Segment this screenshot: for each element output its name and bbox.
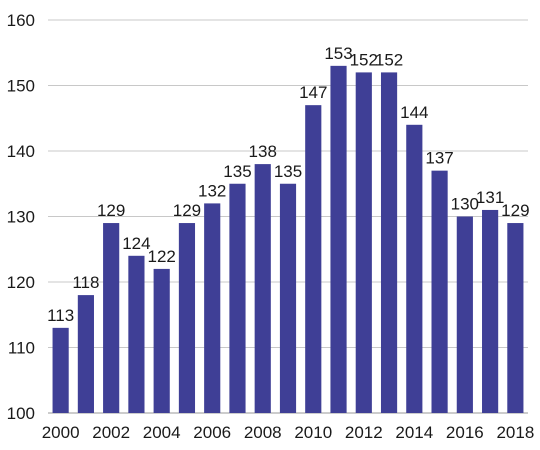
data-label-2011: 153 [324, 44, 352, 63]
bar-2014 [406, 124, 423, 414]
data-label-2007: 135 [223, 162, 251, 181]
y-tick-label-130: 130 [7, 208, 35, 227]
data-label-2010: 147 [299, 83, 327, 102]
data-label-2016: 130 [451, 195, 479, 214]
bar-2007 [229, 183, 246, 413]
y-tick-label-150: 150 [7, 77, 35, 96]
bar-2016 [456, 216, 473, 413]
data-labels: 1131181291241221291321351381351471531521… [47, 44, 529, 325]
bar-2010 [305, 105, 322, 414]
data-label-2003: 124 [122, 234, 150, 253]
data-label-2005: 129 [173, 201, 201, 220]
bar-2000 [52, 327, 69, 413]
data-label-2006: 132 [198, 181, 226, 200]
data-label-2013: 152 [375, 50, 403, 69]
bar-2005 [178, 223, 196, 413]
data-label-2014: 144 [400, 103, 428, 122]
x-tick-label-2010: 2010 [294, 423, 332, 442]
bar-2009 [279, 183, 297, 413]
x-tick-label-2004: 2004 [143, 423, 181, 442]
x-tick-label-2014: 2014 [395, 423, 433, 442]
bar-2003 [128, 255, 145, 413]
data-label-2012: 152 [350, 50, 378, 69]
bar-2001 [77, 295, 94, 413]
x-tick-label-2008: 2008 [244, 423, 282, 442]
bar-2008 [254, 164, 271, 413]
x-tick-label-2012: 2012 [345, 423, 383, 442]
bars [52, 65, 524, 414]
x-tick-label-2002: 2002 [92, 423, 130, 442]
data-label-2017: 131 [476, 188, 504, 207]
data-label-2008: 138 [249, 142, 277, 161]
x-tick-label-2016: 2016 [446, 423, 484, 442]
bar-2017 [482, 209, 499, 413]
data-label-2015: 137 [425, 149, 453, 168]
data-label-2004: 122 [147, 247, 175, 266]
y-tick-label-120: 120 [7, 273, 35, 292]
bar-2006 [204, 203, 221, 413]
data-label-2018: 129 [501, 201, 529, 220]
y-tick-labels: 100 110 120 130 140 150 160 [7, 11, 35, 423]
bar-2011 [330, 65, 347, 413]
y-tick-label-140: 140 [7, 142, 35, 161]
data-label-2002: 129 [97, 201, 125, 220]
x-tick-label-2006: 2006 [193, 423, 231, 442]
data-label-2000: 113 [47, 306, 74, 325]
x-tick-labels: 2000 2002 2004 2006 2008 2010 2012 2014 2016 2018 [42, 423, 535, 442]
y-tick-label-100: 100 [7, 404, 35, 423]
bar-2002 [103, 223, 120, 413]
data-label-2009: 135 [274, 162, 302, 181]
bar-2004 [153, 268, 170, 413]
bar-2018 [507, 223, 524, 413]
x-tick-label-2000: 2000 [42, 423, 80, 442]
y-tick-label-160: 160 [7, 11, 35, 30]
data-label-2001: 118 [72, 273, 99, 292]
x-tick-label-2018: 2018 [496, 423, 534, 442]
bar-2012 [355, 72, 372, 414]
y-tick-label-110: 110 [8, 339, 35, 358]
bar-2013 [380, 72, 398, 414]
bar-2015 [431, 170, 448, 413]
